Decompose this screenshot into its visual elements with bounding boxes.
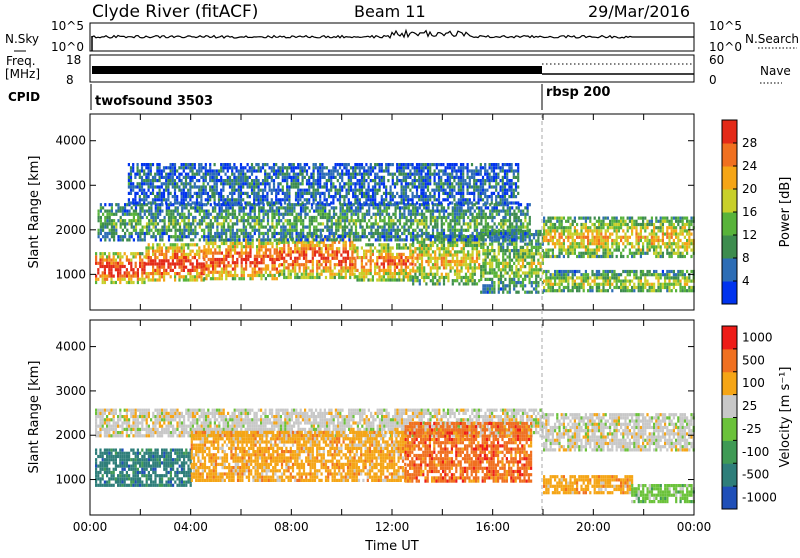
y-tick-label: 3000: [55, 178, 86, 192]
colorbar-segment: [722, 235, 737, 259]
colorbar-tick-label: -500: [742, 468, 769, 482]
time-axis-label: Time UT: [364, 539, 418, 554]
y-tick-label: 1000: [55, 267, 86, 281]
cpid-label: CPID: [8, 90, 40, 104]
colorbar-segment: [722, 418, 737, 441]
freq-panel: Freq. [MHz] 18 8 60 0 Nave: [5, 53, 791, 87]
y-tick-label: 2000: [55, 428, 86, 442]
data-band: [191, 431, 407, 482]
nsky-tick-bottom: 10^0: [51, 40, 84, 54]
colorbar-tick-label: 8: [742, 251, 750, 265]
freq-trace: [92, 66, 542, 74]
colorbar-segment: [722, 281, 737, 305]
colorbar-tick-label: -25: [742, 422, 762, 436]
colorbar-segment: [722, 349, 737, 372]
nsky-label: N.Sky: [5, 32, 39, 46]
colorbar-segment: [722, 395, 737, 418]
y-tick-label: 4000: [55, 340, 86, 354]
data-band: [405, 422, 533, 483]
nave-tick-bottom: 0: [709, 73, 717, 87]
nsearch-label: N.Search: [745, 32, 799, 46]
station-title: Clyde River (fitACF): [92, 2, 258, 22]
freq-tick-bottom: 8: [66, 73, 74, 87]
data-band: [95, 252, 146, 284]
colorbar-segment: [722, 212, 737, 236]
freq-unit: [MHz]: [5, 67, 40, 81]
nsky-trace: [92, 31, 694, 52]
power-ylabel: Slant Range [km]: [27, 156, 42, 269]
data-band: [128, 163, 520, 205]
y-tick-label: 2000: [55, 223, 86, 237]
nave-tick-top: 60: [709, 53, 724, 67]
nave-label: Nave: [760, 64, 791, 78]
x-tick-label: 16:00: [475, 520, 510, 534]
nsky-panel: N.Sky 10^5 10^0 10^5 10^0 N.Search: [5, 19, 799, 54]
nsearch-tick-top: 10^5: [709, 19, 742, 33]
colorbar-segment: [722, 166, 737, 190]
data-band: [543, 217, 695, 259]
colorbar-tick-label: 28: [742, 136, 757, 150]
colorbar-tick-label: -100: [742, 445, 769, 459]
colorbar-segment: [722, 463, 737, 486]
data-band: [543, 270, 695, 292]
cpid-row: CPID twofsound 3503 rbsp 200: [8, 84, 610, 110]
colorbar-tick-label: 100: [742, 376, 765, 390]
freq-tick-top: 18: [66, 53, 81, 67]
velocity-panel: 1000 2000 3000 4000 00:00 04:00 08:00 12:00 16:…: [27, 320, 793, 554]
y-tick-label: 4000: [55, 134, 86, 148]
colorbar-tick-label: 16: [742, 205, 757, 219]
data-band: [543, 475, 633, 494]
colorbar-tick-label: 20: [742, 182, 757, 196]
data-band: [354, 243, 413, 281]
nsearch-tick-bottom: 10^0: [709, 40, 742, 54]
data-band: [145, 243, 204, 281]
colorbar-tick-label: 1000: [742, 330, 773, 344]
x-tick-label: 04:00: [173, 520, 208, 534]
velocity-cbar-label: Velocity [m s⁻¹]: [778, 367, 793, 468]
colorbar-segment: [722, 372, 737, 395]
colorbar-segment: [722, 143, 737, 167]
colorbar-segment: [722, 326, 737, 349]
power-panel: 1000 2000 3000 4000 Slant Range [km] 28 24 20…: [27, 114, 793, 310]
x-tick-label: 00:00: [73, 520, 108, 534]
power-colorbar: 28 24 20 16 12 8 4: [722, 120, 757, 305]
colorbar-segment: [722, 440, 737, 463]
colorbar-segment: [722, 486, 737, 509]
power-heatmap: [95, 163, 695, 294]
cpid-mode-2: rbsp 200: [546, 85, 610, 100]
data-band: [631, 484, 695, 503]
freq-label: Freq.: [6, 54, 36, 68]
y-tick-label: 1000: [55, 473, 86, 487]
colorbar-tick-label: 4: [742, 274, 750, 288]
colorbar-tick-label: 12: [742, 228, 757, 242]
colorbar-segment: [722, 120, 737, 144]
data-band: [95, 449, 192, 487]
colorbar-tick-label: 25: [742, 399, 757, 413]
x-tick-label: 20:00: [576, 520, 611, 534]
nsky-tick-top: 10^5: [51, 19, 84, 33]
x-tick-label: 12:00: [375, 520, 410, 534]
data-band: [543, 413, 695, 451]
power-cbar-label: Power [dB]: [778, 177, 793, 248]
cpid-mode-1: twofsound 3503: [95, 94, 213, 109]
velocity-colorbar: 1000 500 100 25 -25 -100 -500 -1000: [722, 326, 777, 510]
data-band: [203, 239, 280, 281]
beam-title: Beam 11: [354, 2, 426, 21]
data-band: [412, 234, 480, 285]
x-tick-label: 00:00: [677, 520, 712, 534]
colorbar-segment: [722, 258, 737, 282]
y-tick-label: 3000: [55, 384, 86, 398]
velocity-heatmap: [95, 409, 695, 504]
velocity-ylabel: Slant Range [km]: [27, 361, 42, 474]
date-title: 29/Mar/2016: [588, 2, 690, 21]
x-tick-label: 08:00: [274, 520, 309, 534]
colorbar-tick-label: -1000: [742, 491, 777, 505]
colorbar-segment: [722, 189, 737, 213]
colorbar-tick-label: 24: [742, 159, 757, 173]
colorbar-tick-label: 500: [742, 353, 765, 367]
